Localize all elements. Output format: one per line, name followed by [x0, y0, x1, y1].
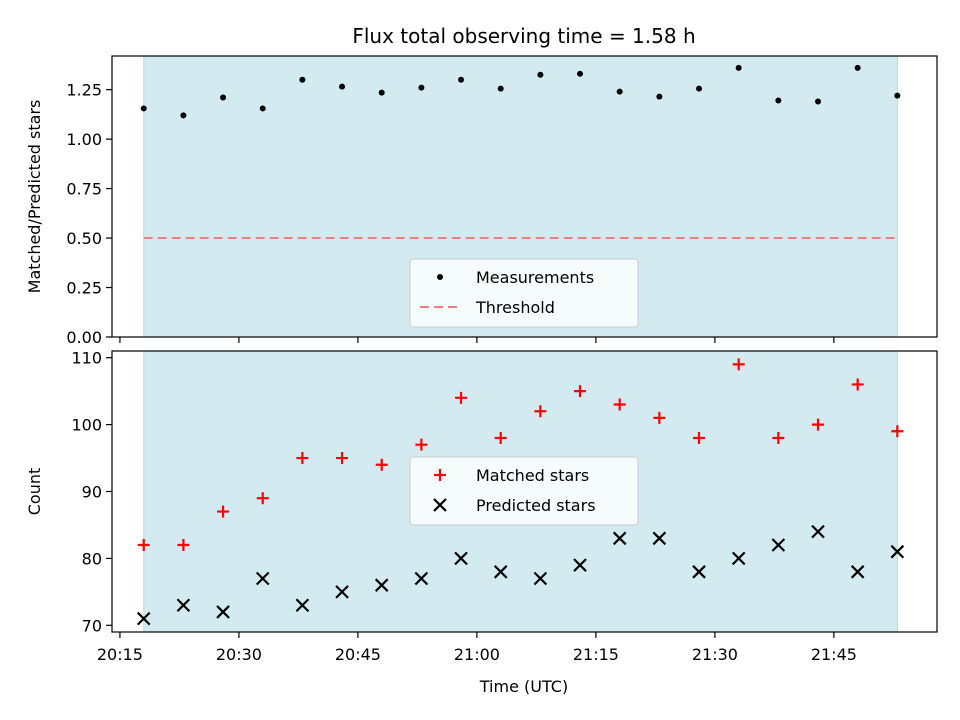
- matched-star-point: [891, 425, 904, 438]
- matched-star-point: [494, 431, 507, 444]
- predicted-star-point: [255, 571, 270, 586]
- x-tick-label: 21:45: [811, 645, 857, 664]
- legend-threshold-label: Threshold: [475, 298, 555, 317]
- predicted-star-point: [414, 571, 429, 586]
- x-tick-label: 20:30: [216, 645, 262, 664]
- predicted-star-point: [216, 605, 230, 619]
- predicted-star-point: [573, 558, 587, 572]
- predicted-star-point: [692, 565, 706, 579]
- legend-matched-marker: [434, 469, 446, 481]
- measurement-point: [418, 84, 425, 91]
- x-tick-label: 21:30: [692, 645, 738, 664]
- measurement-point: [220, 94, 227, 101]
- matched-star-point: [812, 418, 825, 431]
- measurement-point: [140, 105, 147, 112]
- matched-star-point: [415, 438, 428, 451]
- predicted-star-point: [890, 544, 905, 559]
- predicted-star-point: [731, 551, 746, 566]
- measurement-point: [497, 85, 504, 92]
- predicted-star-point: [454, 551, 468, 566]
- y-tick-label: 110: [71, 349, 102, 368]
- measurement-point: [537, 71, 544, 78]
- chart-title: Flux total observing time = 1.58 h: [352, 24, 695, 48]
- measurement-point: [378, 89, 385, 96]
- y-axis-label: Count: [25, 468, 44, 516]
- y-tick-label: 0.75: [66, 180, 102, 199]
- y-tick-label: 0.00: [66, 328, 102, 347]
- y-tick-label: 0.25: [66, 279, 102, 298]
- measurement-point: [259, 105, 266, 112]
- matched-star-point: [217, 505, 230, 518]
- x-axis-label: Time (UTC): [479, 677, 568, 696]
- measurement-point: [299, 76, 306, 83]
- predicted-star-point: [374, 578, 389, 592]
- measurement-point: [339, 83, 346, 90]
- predicted-star-point: [850, 565, 865, 579]
- measurement-point: [696, 85, 703, 92]
- y-tick-label: 70: [82, 616, 102, 635]
- measurement-point: [180, 112, 187, 119]
- matched-star-point: [375, 458, 388, 471]
- predicted-star-point: [811, 524, 825, 539]
- matched-star-point: [256, 492, 269, 505]
- measurement-point: [616, 88, 623, 95]
- matched-star-point: [336, 452, 349, 465]
- legend-predicted-label: Predicted stars: [476, 496, 596, 515]
- predicted-star-point: [771, 538, 786, 552]
- y-tick-label: 90: [82, 483, 102, 502]
- x-tick-label: 20:45: [335, 645, 381, 664]
- matched-star-point: [653, 411, 666, 424]
- matched-star-point: [137, 539, 150, 552]
- legend-matched-label: Matched stars: [476, 466, 589, 485]
- y-tick-label: 100: [71, 416, 102, 435]
- predicted-star-point: [136, 611, 151, 626]
- matched-star-point: [613, 398, 626, 411]
- matched-star-point: [772, 431, 785, 444]
- measurement-point: [735, 64, 742, 71]
- matched-star-point: [455, 391, 468, 404]
- predicted-star-point: [295, 598, 310, 613]
- x-tick-label: 20:15: [97, 645, 143, 664]
- predicted-star-point: [612, 531, 627, 546]
- axes-frame: [111, 350, 938, 633]
- measurement-point: [656, 93, 663, 100]
- y-tick-label: 1.25: [66, 81, 102, 100]
- matched-star-point: [177, 539, 190, 552]
- measurement-point: [577, 70, 584, 77]
- predicted-star-point: [652, 531, 667, 546]
- legend-box: [409, 456, 639, 526]
- predicted-star-point: [335, 585, 349, 599]
- matched-star-point: [534, 405, 547, 418]
- measurement-point: [775, 97, 782, 104]
- x-tick-label: 21:00: [454, 645, 500, 664]
- y-tick-label: 80: [82, 549, 102, 568]
- legend-measurements-label: Measurements: [476, 268, 594, 287]
- legend-box: [409, 258, 639, 328]
- bottom-panel: 70 80 90 100 110 20:15 20:30 20:45 21:00 21:15 21:…: [25, 349, 938, 664]
- y-tick-label: 1.00: [66, 130, 102, 149]
- matched-star-point: [296, 452, 309, 465]
- matched-star-point: [851, 378, 864, 391]
- y-tick-label: 0.50: [66, 229, 102, 248]
- legend-measurements-marker: [437, 274, 443, 280]
- y-axis-label: Matched/Predicted stars: [25, 100, 44, 294]
- axes-frame: [111, 55, 938, 338]
- matched-star-point: [732, 358, 745, 371]
- x-tick-label: 21:15: [573, 645, 619, 664]
- measurement-point: [815, 98, 822, 105]
- predicted-star-point: [176, 598, 191, 613]
- legend-predicted-marker: [433, 498, 447, 512]
- predicted-star-point: [493, 565, 508, 579]
- matched-star-point: [693, 431, 706, 444]
- measurement-point: [854, 64, 861, 71]
- measurement-point: [458, 76, 465, 83]
- measurement-point: [894, 92, 901, 99]
- top-panel: 0.00 0.25 0.50 0.75 1.00 1.25 Matched/Predicte…: [25, 55, 938, 347]
- matched-star-point: [574, 385, 587, 398]
- predicted-star-point: [533, 571, 548, 586]
